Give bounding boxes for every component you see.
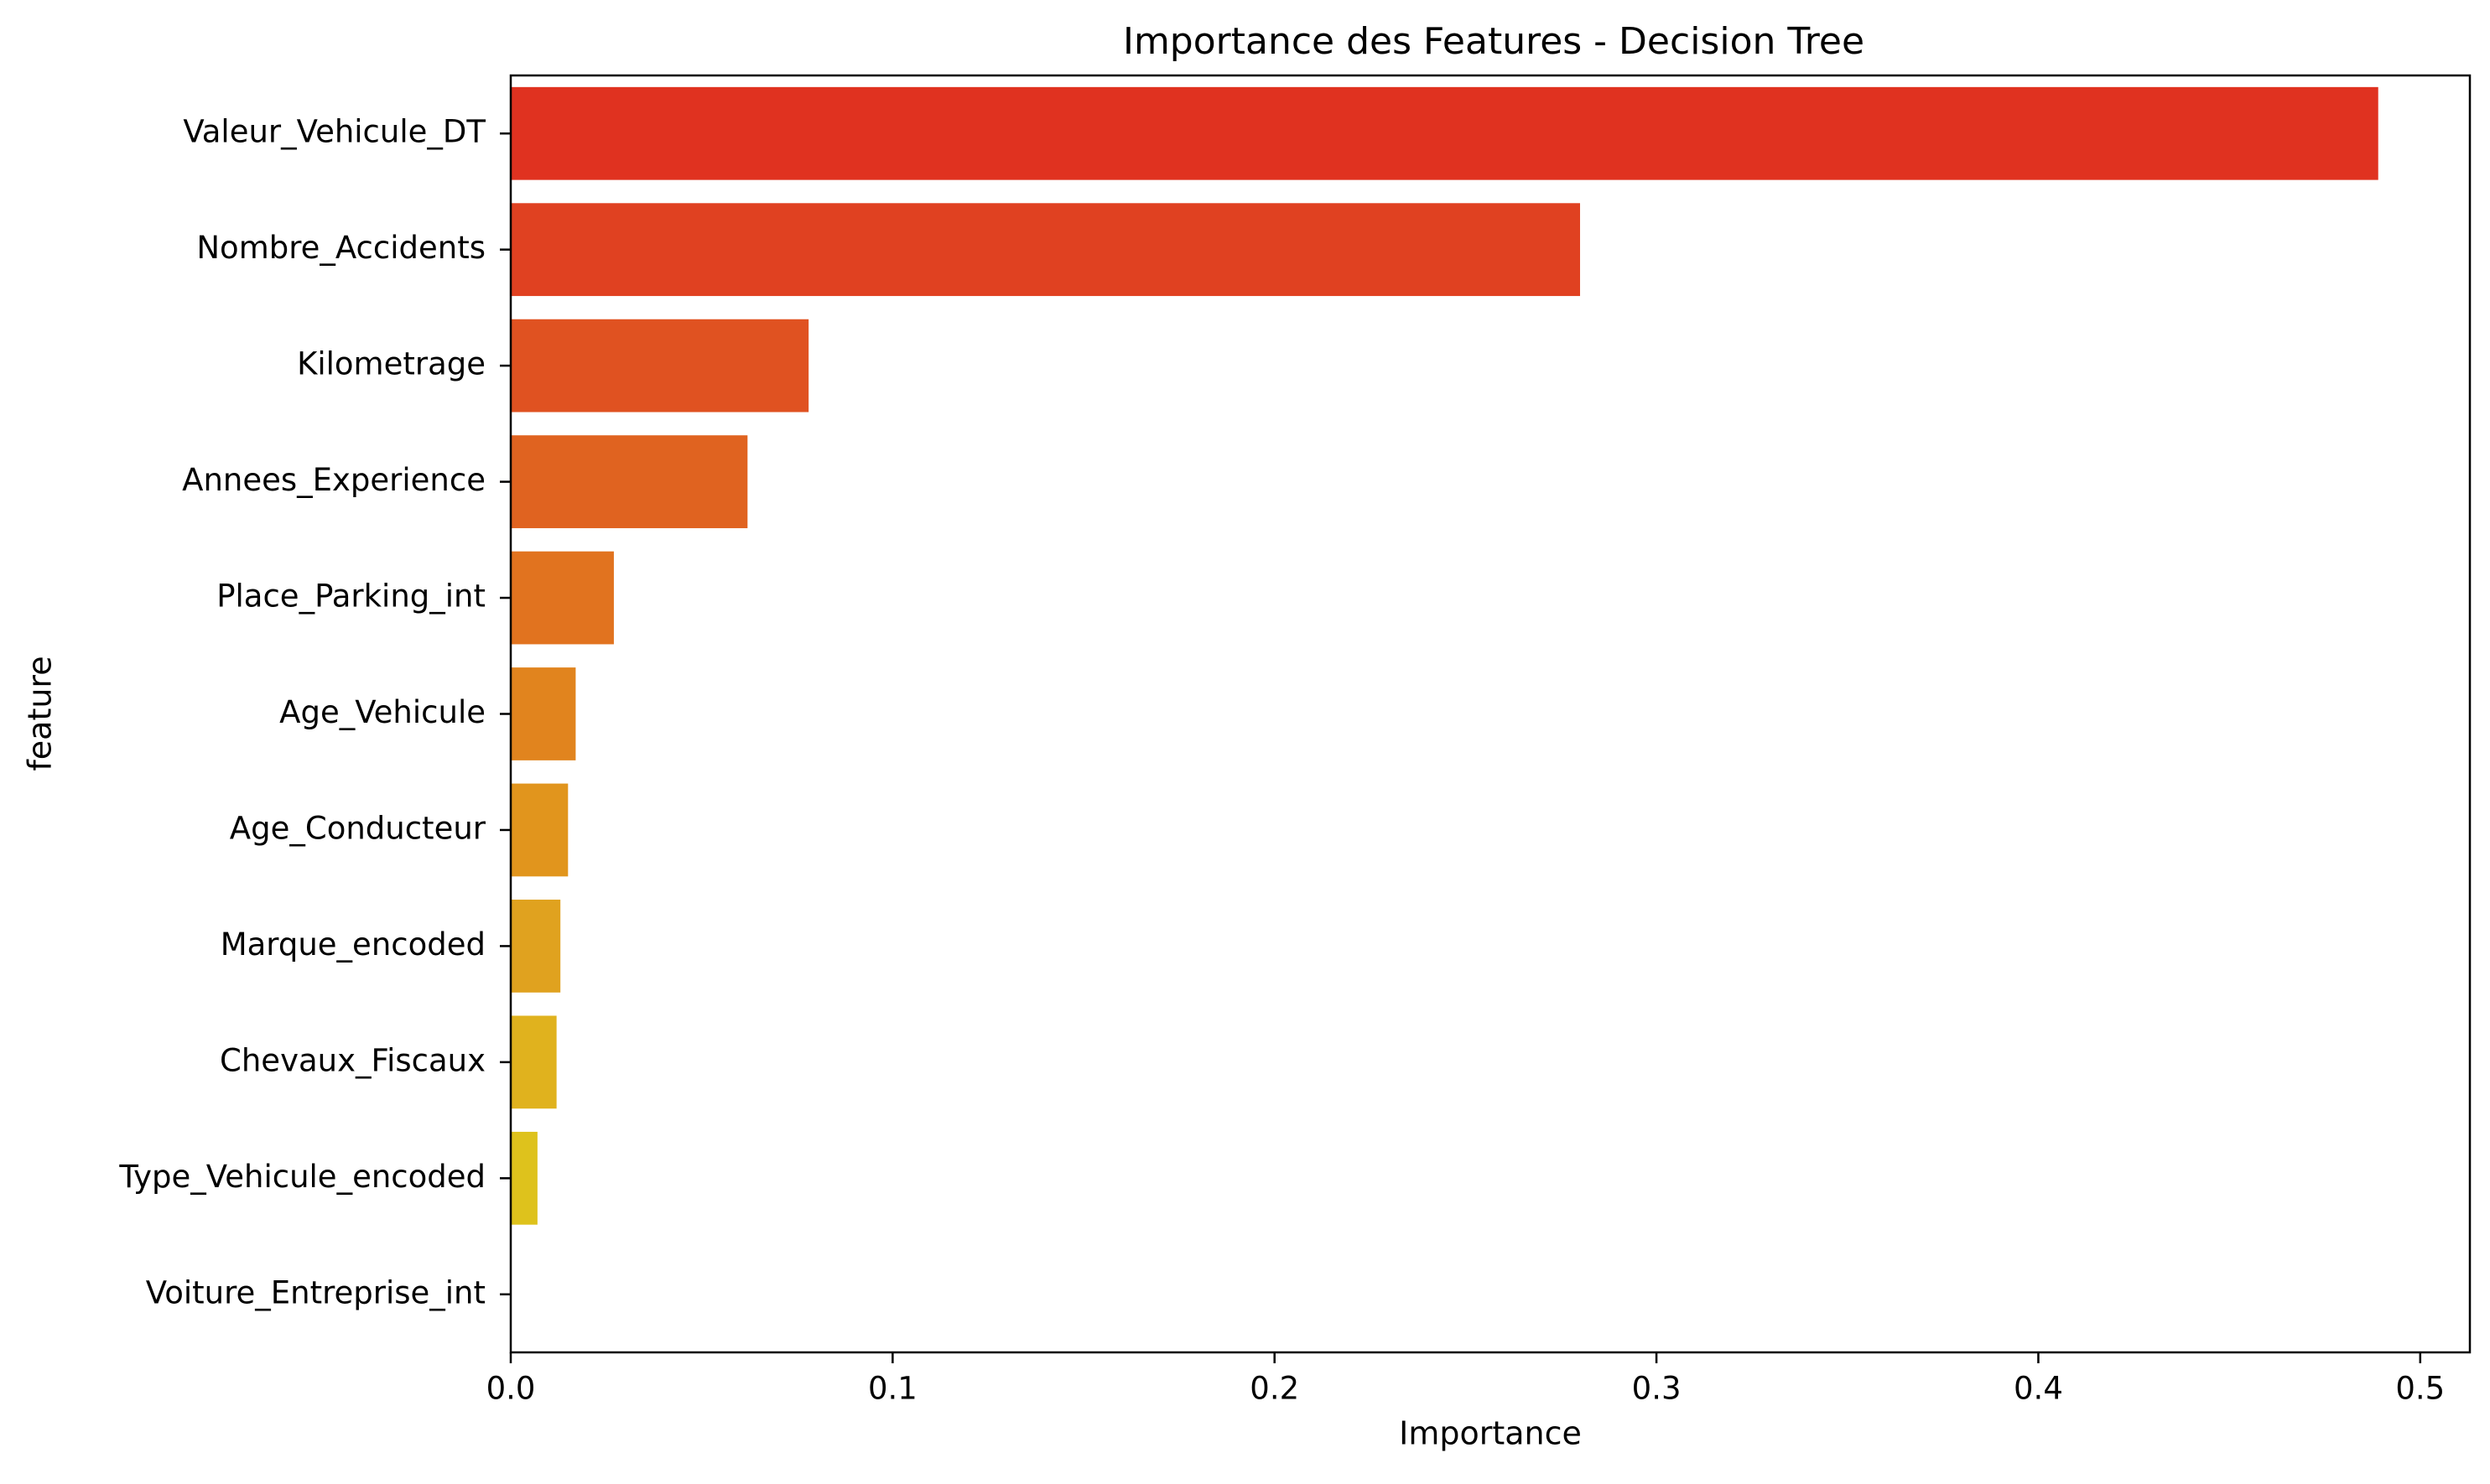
x-tick-label: 0.3 [1632, 1371, 1682, 1407]
bars-layer [511, 86, 2378, 1225]
bar-valeur-vehicule-dt [511, 86, 2378, 180]
y-tick-label: Voiture_Entreprise_int [146, 1274, 486, 1310]
y-axis-ticks: Valeur_Vehicule_DT Nombre_Accidents Kilome… [118, 114, 511, 1310]
y-tick-label: Valeur_Vehicule_DT [183, 114, 486, 150]
chart-title: Importance des Features - Decision Tree [1123, 20, 1864, 63]
bar-age-vehicule [511, 667, 576, 760]
x-tick-label: 0.0 [486, 1371, 536, 1407]
plot-frame [509, 74, 2472, 1354]
bar-chevaux-fiscaux [511, 1015, 557, 1109]
x-tick-label: 0.4 [2014, 1371, 2063, 1407]
y-tick-label: Annees_Experience [182, 462, 486, 498]
y-tick-label: Type_Vehicule_encoded [118, 1159, 486, 1195]
y-tick-label: Marque_encoded [221, 926, 486, 963]
bar-type-vehicule-encoded [511, 1131, 538, 1225]
y-axis-label: feature [22, 656, 59, 771]
x-axis-label: Importance [1399, 1415, 1582, 1452]
bar-kilometrage [511, 319, 809, 413]
x-tick-label: 0.1 [868, 1371, 918, 1407]
bar-place-parking-int [511, 551, 614, 645]
y-tick-label: Kilometrage [297, 346, 486, 382]
x-tick-label: 0.5 [2395, 1371, 2445, 1407]
y-tick-label: Age_Vehicule [279, 694, 486, 730]
y-tick-label: Chevaux_Fiscaux [220, 1042, 486, 1078]
bar-nombre-accidents [511, 203, 1581, 297]
bar-annees-experience [511, 435, 748, 528]
y-tick-label: Place_Parking_int [216, 579, 486, 615]
x-tick-label: 0.2 [1250, 1371, 1299, 1407]
bar-marque-encoded [511, 900, 561, 993]
bar-age-conducteur [511, 783, 569, 877]
y-tick-label: Age_Conducteur [230, 810, 486, 846]
y-tick-label: Nombre_Accidents [196, 230, 486, 266]
x-axis-ticks: 0.0 0.1 0.2 0.3 0.4 0.5 [486, 1352, 2445, 1407]
